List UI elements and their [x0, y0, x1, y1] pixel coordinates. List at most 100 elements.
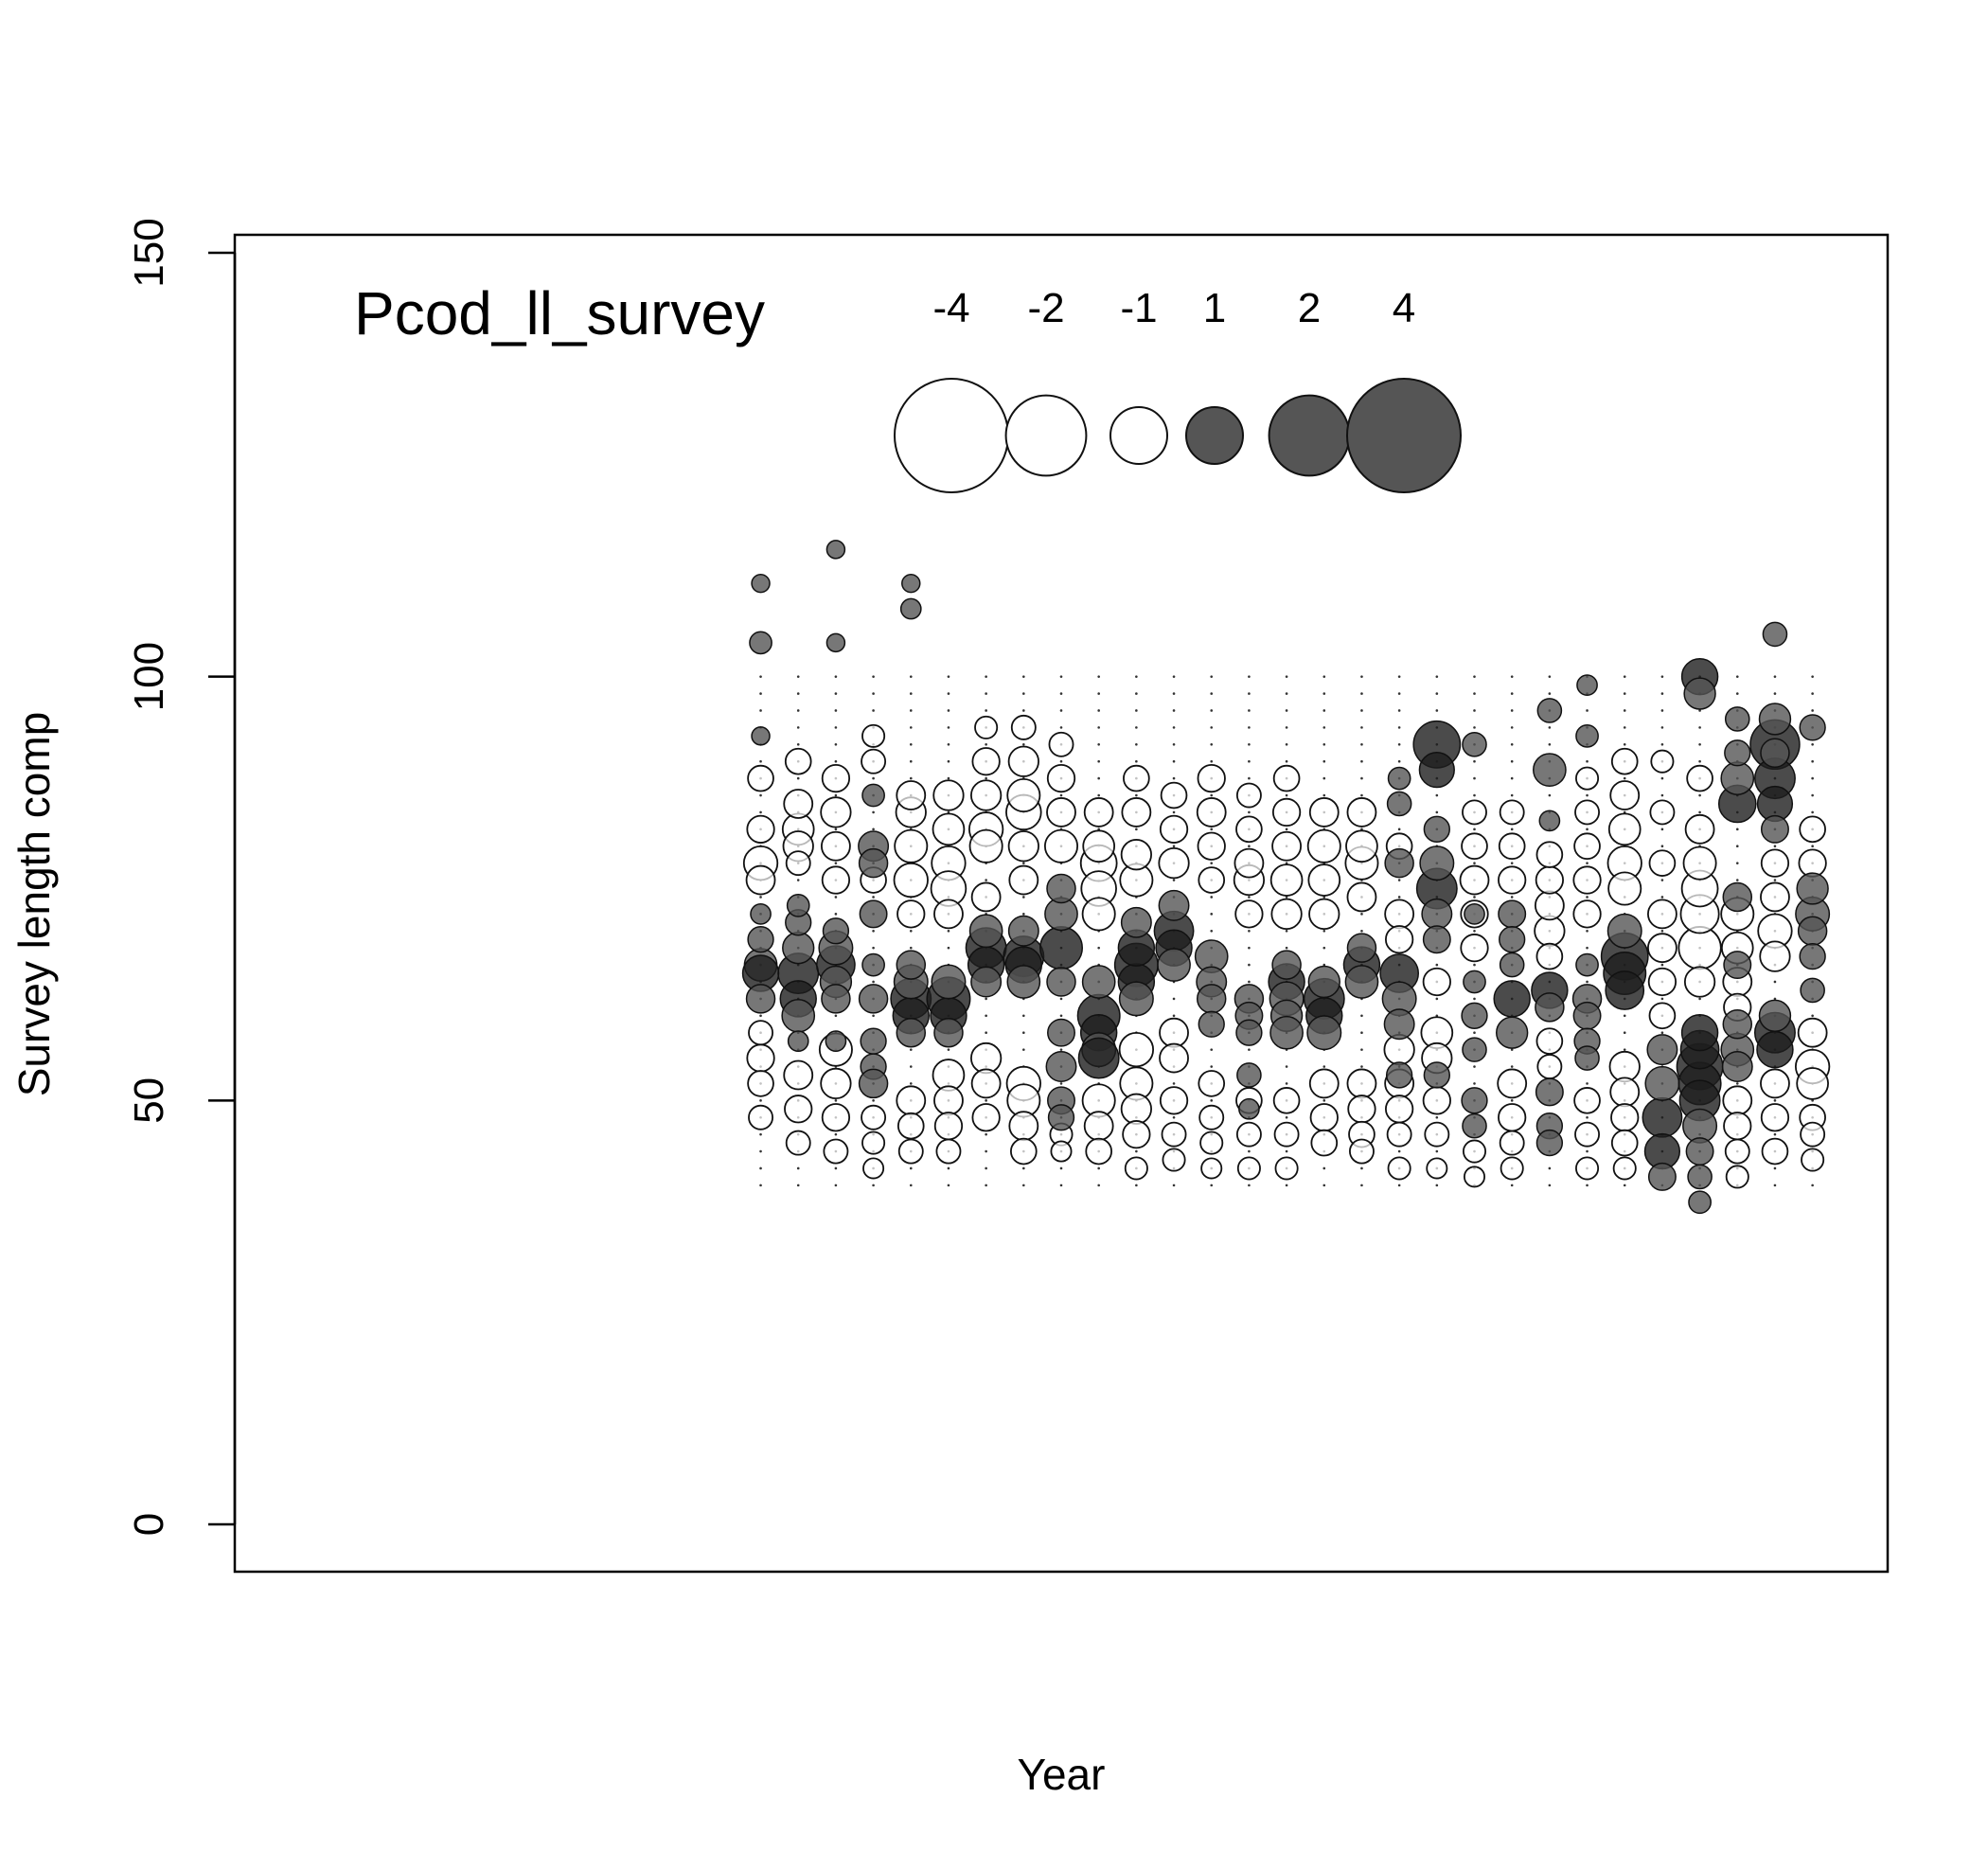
bubble-point: [1586, 862, 1589, 864]
bubble-point: [1623, 1048, 1626, 1051]
bubble-point: [909, 1065, 913, 1068]
bubble-positive: [1421, 898, 1453, 930]
bubble-negative: [1008, 864, 1039, 896]
bubble-positive: [896, 1017, 927, 1048]
bubble-point: [1135, 1149, 1138, 1153]
bubble-point: [1210, 828, 1214, 831]
legend-bubble-negative: [894, 378, 1009, 493]
bubble-negative: [933, 1112, 964, 1141]
bubble-negative: [1422, 1086, 1451, 1115]
bubble-positive: [1306, 1015, 1342, 1051]
bubble-point: [1811, 709, 1814, 712]
bubble-point: [909, 1166, 913, 1170]
bubble-point: [1773, 1132, 1777, 1136]
bubble-negative: [1271, 830, 1302, 862]
bubble-negative: [821, 1103, 851, 1132]
x-axis-title: Year: [1018, 1750, 1106, 1799]
bubble-point: [1510, 726, 1514, 729]
bubble-negative: [1197, 763, 1226, 793]
bubble-point: [872, 929, 875, 933]
bubble-negative: [897, 1138, 924, 1165]
bubble-point: [1210, 896, 1214, 899]
bubble-point: [1623, 692, 1626, 695]
bubble-point: [1586, 980, 1589, 984]
bubble-positive: [1499, 926, 1526, 953]
bubble-negative: [1272, 764, 1301, 792]
bubble-point: [1698, 997, 1701, 1001]
bubble-point: [1811, 1014, 1814, 1018]
bubble-negative: [1007, 745, 1039, 777]
bubble-positive: [1462, 1037, 1487, 1062]
bubble-negative: [1310, 1129, 1339, 1157]
bubble-positive: [1006, 965, 1041, 999]
bubble-point: [1097, 946, 1100, 950]
bubble-point: [759, 1166, 762, 1170]
bubble-point: [909, 759, 913, 763]
bubble-negative: [1050, 1140, 1073, 1163]
bubble-positive: [1605, 970, 1645, 1010]
bubble-point: [1022, 1048, 1025, 1051]
bubble-point: [1435, 1184, 1439, 1187]
bubble-point: [909, 709, 913, 712]
bubble-point: [1135, 1184, 1138, 1187]
bubble-negative: [747, 1070, 774, 1097]
bubble-point: [834, 896, 838, 899]
bubble-negative: [1196, 797, 1227, 828]
bubble-point: [1360, 776, 1363, 780]
bubble-point: [1135, 709, 1138, 712]
bubble-point: [1660, 963, 1664, 967]
bubble-positive: [931, 964, 967, 1000]
bubble-positive: [786, 894, 810, 917]
bubble-positive: [970, 966, 1003, 998]
bubble-point: [1322, 1166, 1326, 1170]
bubble-point: [1097, 709, 1100, 712]
bubble-point: [985, 1184, 987, 1187]
bubble-point: [1248, 776, 1251, 780]
bubble-point: [1210, 862, 1214, 864]
bubble-point: [796, 675, 800, 678]
bubble-point: [1510, 776, 1514, 780]
bubble-point: [1811, 776, 1814, 780]
bubble-point: [947, 692, 950, 695]
bubble-point: [1660, 742, 1664, 746]
bubble-positive: [1723, 951, 1752, 980]
bubble-point: [1322, 793, 1326, 797]
bubble-positive: [1045, 1051, 1077, 1083]
bubble-negative: [971, 1103, 1001, 1132]
legend-bubble-negative: [1004, 394, 1088, 477]
bubble-point: [834, 793, 838, 797]
bubble-negative: [1161, 1121, 1187, 1148]
bubble-point: [1022, 1166, 1025, 1170]
bubble-point: [1172, 776, 1176, 780]
bubble-point: [1510, 759, 1514, 763]
bubble-negative: [1760, 881, 1790, 913]
bubble-point: [1172, 709, 1176, 712]
bubble-point: [1135, 828, 1138, 831]
bubble-positive: [1606, 913, 1642, 949]
bubble-point: [1510, 896, 1514, 899]
bubble-point: [1172, 1082, 1176, 1085]
bubble-positive: [1642, 1096, 1683, 1138]
bubble-negative: [1236, 1156, 1261, 1181]
bubble-negative: [1234, 847, 1265, 879]
bubble-point: [1322, 1065, 1326, 1068]
bubble-point: [1022, 692, 1025, 695]
bubble-negative: [1347, 1095, 1376, 1124]
bubble-negative: [1460, 934, 1489, 963]
bubble-point: [909, 1048, 913, 1051]
bubble-point: [947, 742, 950, 746]
bubble-point: [759, 1184, 762, 1187]
bubble-point: [985, 675, 987, 678]
bubble-point: [1322, 709, 1326, 712]
bubble-point: [1510, 675, 1514, 678]
bubble-point: [1735, 1082, 1739, 1085]
bubble-positive: [1120, 906, 1152, 938]
bubble-point: [1586, 946, 1589, 950]
bubble-positive: [1344, 965, 1379, 999]
bubble-negative: [1235, 1121, 1262, 1148]
bubble-point: [1248, 1184, 1251, 1187]
bubble-point: [759, 1099, 762, 1102]
bubble-point: [1811, 1184, 1814, 1187]
bubble-negative: [1459, 864, 1490, 896]
bubble-point: [1473, 709, 1476, 712]
